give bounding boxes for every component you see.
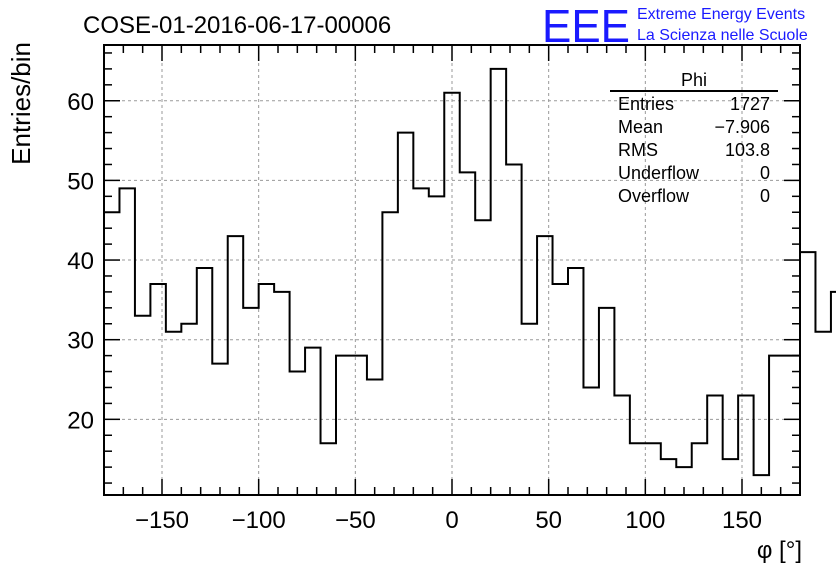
y-tick-label: 20 — [67, 407, 94, 434]
stats-box: Phi Entries 1727 Mean −7.906 RMS 103.8 U… — [610, 70, 778, 206]
histogram-bin — [429, 196, 444, 495]
histogram-bin — [382, 212, 397, 495]
stats-row-label: RMS — [618, 140, 658, 160]
histogram-bin — [785, 356, 800, 495]
stats-row-value: 0 — [760, 186, 770, 206]
stats-row-label: Entries — [618, 94, 674, 114]
stats-row-value: 0 — [760, 163, 770, 183]
histogram-bin — [661, 459, 676, 495]
stats-row: RMS 103.8 — [618, 140, 770, 160]
histogram-bin — [135, 316, 150, 495]
histogram-bin — [321, 443, 336, 495]
stats-row-value: −7.906 — [714, 117, 770, 137]
histogram-bin — [723, 459, 738, 495]
stats-name: Phi — [681, 70, 707, 90]
stats-row-value: 1727 — [730, 94, 770, 114]
histogram-bin — [692, 443, 707, 495]
y-tick-label: 50 — [67, 168, 94, 195]
histogram-bin — [181, 324, 196, 495]
histogram-bin — [413, 188, 428, 495]
eee-logo-line2: La Scienza nelle Scuole — [637, 27, 808, 44]
histogram-bin — [119, 188, 134, 495]
histogram-bin — [351, 356, 366, 495]
histogram-series — [103, 67, 836, 495]
x-tick-label: −100 — [232, 507, 286, 534]
histogram-bin — [259, 284, 274, 495]
axis-ticks: −150 −100 −50 0 50 100 150 20 30 40 50 60 — [67, 45, 801, 534]
x-tick-label: 150 — [722, 507, 762, 534]
histogram-bin — [475, 220, 490, 495]
histogram-bin — [336, 356, 351, 495]
grid-lines — [104, 45, 800, 495]
y-tick-label: 40 — [67, 248, 94, 275]
histogram-bin — [367, 380, 382, 495]
histogram-bin — [243, 308, 258, 495]
histogram-bin — [707, 395, 722, 495]
stats-row-value: 103.8 — [725, 140, 770, 160]
stats-row: Overflow 0 — [618, 186, 770, 206]
histogram-bin — [290, 372, 305, 495]
y-tick-label: 60 — [67, 89, 94, 116]
histogram-bin — [491, 69, 506, 495]
histogram-outline — [103, 67, 836, 495]
histogram-bin — [769, 356, 784, 495]
histogram-bin — [506, 164, 521, 495]
x-tick-label: 100 — [625, 507, 665, 534]
histogram-bin — [522, 324, 537, 495]
histogram-bin — [228, 236, 243, 495]
stats-row-label: Overflow — [618, 186, 690, 206]
histogram-bin — [150, 284, 165, 495]
histogram-bin — [614, 395, 629, 495]
histogram-bin — [460, 172, 475, 495]
x-tick-label: −50 — [335, 507, 376, 534]
stats-row: Underflow 0 — [618, 163, 770, 183]
histogram-bin — [568, 268, 583, 495]
chart-title: COSE-01-2016-06-17-00006 — [83, 12, 391, 39]
histogram-bin — [645, 443, 660, 495]
histogram-bin — [166, 332, 181, 495]
stats-row-label: Underflow — [618, 163, 700, 183]
histogram-bin — [274, 292, 289, 495]
stats-row: Mean −7.906 — [618, 117, 770, 137]
histogram-bin — [815, 332, 830, 495]
histogram-bin — [630, 443, 645, 495]
x-tick-label: 0 — [445, 507, 458, 534]
histogram-bin — [553, 284, 568, 495]
stats-row-label: Mean — [618, 117, 663, 137]
histogram-bin — [537, 236, 552, 495]
histogram-bin — [398, 133, 413, 495]
histogram-bin — [800, 252, 815, 495]
histogram-bin — [104, 212, 119, 495]
eee-logo-mark: EEE — [542, 0, 630, 52]
x-tick-label: 50 — [535, 507, 562, 534]
plot-frame — [103, 44, 801, 496]
histogram-bin — [738, 395, 753, 495]
x-axis-label: φ [°] — [757, 537, 802, 564]
histogram-bin — [197, 268, 212, 495]
y-tick-label: 30 — [67, 328, 94, 355]
histogram-bin — [599, 308, 614, 495]
eee-logo: EEE Extreme Energy Events La Scienza nel… — [542, 0, 808, 52]
histogram-bin — [212, 364, 227, 495]
histogram-bin — [305, 348, 320, 495]
eee-logo-line1: Extreme Energy Events — [637, 6, 805, 23]
histogram-bin — [583, 387, 598, 495]
stats-row: Entries 1727 — [618, 94, 770, 114]
y-axis-label: Entries/bin — [6, 42, 36, 165]
x-tick-label: −150 — [135, 507, 189, 534]
